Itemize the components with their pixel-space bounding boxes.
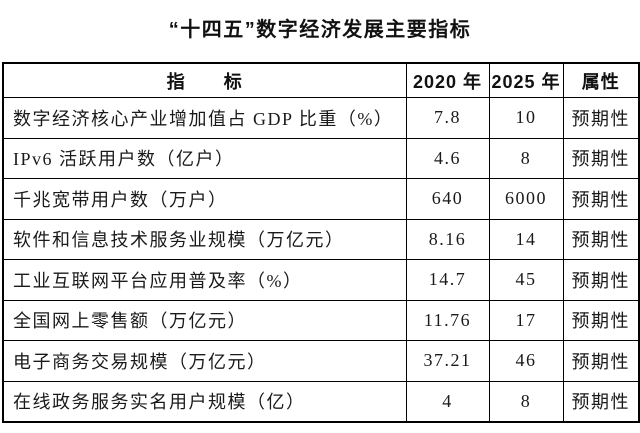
header-indicator: 指 标 xyxy=(2,62,407,98)
indicator-cell: 在线政务服务实名用户规模（亿） xyxy=(2,380,407,423)
page-title: “十四五”数字经济发展主要指标 xyxy=(168,19,472,41)
table-row: 在线政务服务实名用户规模（亿） 4 8 预期性 xyxy=(2,380,640,423)
attribute-cell: 预期性 xyxy=(562,299,640,341)
attribute-cell: 预期性 xyxy=(562,97,640,139)
value-2025-cell: 6000 xyxy=(488,178,564,220)
table-row: 软件和信息技术服务业规模（万亿元） 8.16 14 预期性 xyxy=(2,218,640,260)
indicator-cell: 千兆宽带用户数（万户） xyxy=(2,178,407,220)
header-row: 指 标 2020 年 2025 年 属性 xyxy=(2,62,640,98)
value-2020-cell: 4 xyxy=(405,380,490,423)
table-row: 千兆宽带用户数（万户） 640 6000 预期性 xyxy=(2,178,640,220)
value-2025-cell: 46 xyxy=(488,340,564,382)
value-2020-cell: 4.6 xyxy=(405,137,490,179)
value-2025-cell: 45 xyxy=(488,259,564,301)
value-2025-cell: 8 xyxy=(488,380,564,423)
attribute-cell: 预期性 xyxy=(562,218,640,260)
table-row: 数字经济核心产业增加值占 GDP 比重（%） 7.8 10 预期性 xyxy=(2,97,640,139)
value-2025-cell: 8 xyxy=(488,137,564,179)
value-2020-cell: 640 xyxy=(405,178,490,220)
value-2020-cell: 14.7 xyxy=(405,259,490,301)
indicator-cell: 软件和信息技术服务业规模（万亿元） xyxy=(2,218,407,260)
indicator-cell: 全国网上零售额（万亿元） xyxy=(2,299,407,341)
attribute-cell: 预期性 xyxy=(562,259,640,301)
table-row: 工业互联网平台应用普及率（%） 14.7 45 预期性 xyxy=(2,259,640,301)
table-row: IPv6 活跃用户数（亿户） 4.6 8 预期性 xyxy=(2,137,640,179)
attribute-cell: 预期性 xyxy=(562,178,640,220)
indicator-cell: 电子商务交易规模（万亿元） xyxy=(2,340,407,382)
value-2020-cell: 37.21 xyxy=(405,340,490,382)
indicator-cell: 工业互联网平台应用普及率（%） xyxy=(2,259,407,301)
value-2025-cell: 17 xyxy=(488,299,564,341)
value-2020-cell: 7.8 xyxy=(405,97,490,139)
header-2025: 2025 年 xyxy=(488,62,564,98)
indicator-cell: 数字经济核心产业增加值占 GDP 比重（%） xyxy=(2,97,407,139)
value-2020-cell: 8.16 xyxy=(405,218,490,260)
indicators-table: 指 标 2020 年 2025 年 属性 数字经济核心产业增加值占 GDP 比重… xyxy=(2,62,640,423)
indicator-cell: IPv6 活跃用户数（亿户） xyxy=(2,137,407,179)
value-2025-cell: 14 xyxy=(488,218,564,260)
value-2020-cell: 11.76 xyxy=(405,299,490,341)
table-row: 电子商务交易规模（万亿元） 37.21 46 预期性 xyxy=(2,340,640,382)
attribute-cell: 预期性 xyxy=(562,380,640,423)
header-attribute: 属性 xyxy=(562,62,640,98)
table-header: 指 标 2020 年 2025 年 属性 xyxy=(2,62,640,98)
table-body: 数字经济核心产业增加值占 GDP 比重（%） 7.8 10 预期性 IPv6 活… xyxy=(2,97,640,423)
attribute-cell: 预期性 xyxy=(562,340,640,382)
header-2020: 2020 年 xyxy=(405,62,490,98)
value-2025-cell: 10 xyxy=(488,97,564,139)
attribute-cell: 预期性 xyxy=(562,137,640,179)
table-row: 全国网上零售额（万亿元） 11.76 17 预期性 xyxy=(2,299,640,341)
